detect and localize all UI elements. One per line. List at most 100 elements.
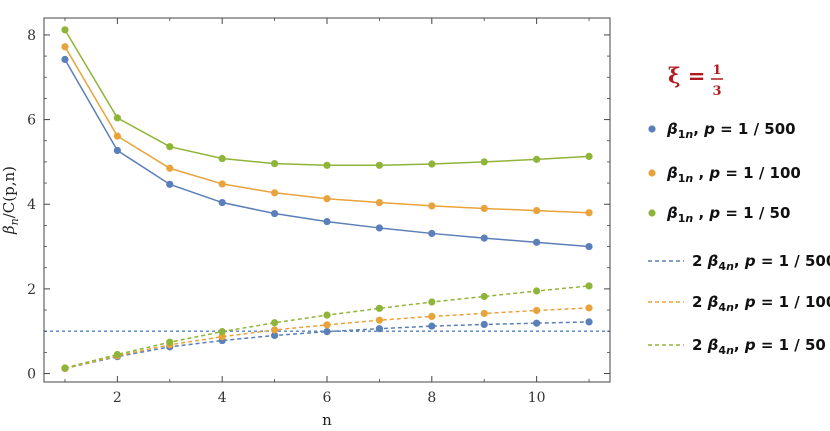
data-point	[61, 26, 69, 34]
data-point	[533, 155, 541, 163]
data-point	[61, 55, 69, 64]
data-point	[270, 331, 279, 340]
data-point	[270, 319, 279, 327]
data-point	[323, 195, 331, 203]
legend-label: 2 β4n, p = 1 / 100	[692, 293, 830, 314]
data-point	[533, 206, 541, 215]
data-point	[270, 160, 279, 168]
data-point	[218, 328, 226, 336]
xi-annotation-lhs: ξ =	[668, 63, 705, 88]
data-point	[585, 282, 593, 290]
legend-entry-1: β1n, p = 1 / 500	[648, 120, 796, 141]
data-point	[480, 292, 488, 301]
legend-entry-3: β1n , p = 1 / 50	[648, 204, 790, 225]
x-tick-label: 6	[323, 390, 332, 406]
data-point	[218, 333, 226, 341]
x-tick-label: 4	[218, 390, 227, 406]
data-point	[375, 316, 384, 324]
data-point	[375, 161, 384, 169]
y-tick-label: 6	[27, 113, 36, 129]
legend-label: β1n , p = 1 / 100	[666, 164, 801, 185]
data-point	[166, 338, 174, 346]
data-point	[585, 318, 593, 326]
data-point	[428, 312, 436, 320]
data-point	[218, 198, 226, 207]
data-point	[480, 309, 488, 318]
data-point	[585, 304, 593, 312]
series-line	[64, 307, 590, 370]
y-tick-label: 8	[27, 28, 36, 44]
data-point	[323, 161, 331, 169]
series-1	[61, 55, 593, 251]
series-line	[64, 29, 590, 167]
data-point	[61, 364, 69, 372]
data-point	[585, 152, 593, 161]
data-point	[166, 180, 174, 188]
legend-swatch-dot	[648, 209, 656, 217]
data-point	[270, 326, 279, 334]
y-tick-label: 4	[27, 197, 36, 213]
data-point	[428, 322, 436, 330]
data-point	[323, 321, 331, 329]
series-6	[61, 282, 593, 372]
data-point	[480, 158, 488, 166]
data-point	[428, 202, 436, 210]
legend-swatch-dot	[648, 125, 656, 133]
data-point	[166, 143, 174, 151]
data-point	[428, 160, 436, 168]
data-point	[585, 209, 593, 217]
series-line	[64, 46, 590, 214]
data-point	[533, 238, 541, 246]
data-point	[428, 298, 436, 306]
data-point	[533, 287, 541, 295]
legend-entry-2: β1n , p = 1 / 100	[648, 164, 801, 185]
x-tick-label: 8	[427, 390, 436, 406]
data-point	[270, 209, 279, 218]
y-tick-label: 0	[27, 367, 36, 383]
x-tick-label: 10	[528, 390, 546, 406]
data-point	[113, 146, 121, 155]
data-point	[480, 204, 488, 213]
data-point	[375, 325, 384, 333]
data-point	[428, 229, 436, 238]
xi-annotation-denominator: 3	[712, 84, 721, 99]
y-tick-label: 2	[27, 282, 36, 298]
data-point	[323, 311, 331, 319]
data-point	[61, 43, 69, 51]
series-layer	[61, 26, 593, 373]
legend-label: β1n, p = 1 / 500	[666, 120, 796, 141]
xi-annotation: ξ = 1 3	[668, 63, 723, 99]
data-point	[480, 234, 488, 242]
ticks-layer: 2 4 6 8 10 0 2 4 6 8	[27, 18, 610, 406]
y-axis-title: βn/C(p,n)	[0, 166, 21, 235]
series-2	[61, 43, 593, 217]
data-point	[323, 217, 331, 226]
data-point	[113, 350, 121, 359]
legend-label: 2 β4n, p = 1 / 500	[692, 252, 830, 273]
data-point	[270, 189, 279, 197]
data-point	[113, 132, 121, 140]
data-point	[533, 306, 541, 315]
data-point	[375, 304, 384, 312]
data-point	[480, 320, 488, 329]
data-point	[585, 242, 593, 251]
data-point	[323, 328, 331, 336]
data-point	[533, 319, 541, 327]
data-point	[113, 114, 121, 122]
legend-entry-6: 2 β4n, p = 1 / 50	[648, 336, 826, 357]
legend-entry-4: 2 β4n, p = 1 / 500	[648, 252, 830, 273]
data-point	[375, 224, 384, 232]
legend-label: 2 β4n, p = 1 / 50	[692, 336, 826, 357]
xi-annotation-numerator: 1	[712, 63, 721, 78]
data-point	[375, 198, 384, 207]
x-tick-label: 2	[113, 390, 122, 406]
plot-area: 2 4 6 8 10 0 2 4 6 8	[27, 17, 611, 406]
data-point	[166, 164, 174, 172]
legend-swatch-dot	[648, 169, 656, 177]
legend-entry-5: 2 β4n, p = 1 / 100	[648, 293, 830, 314]
legend-label: β1n , p = 1 / 50	[666, 204, 790, 225]
x-axis-title: n	[322, 411, 332, 429]
data-point	[218, 180, 226, 188]
data-point	[218, 154, 226, 163]
legend: β1n, p = 1 / 500 β1n , p = 1 / 100 β1n , p…	[648, 120, 830, 357]
